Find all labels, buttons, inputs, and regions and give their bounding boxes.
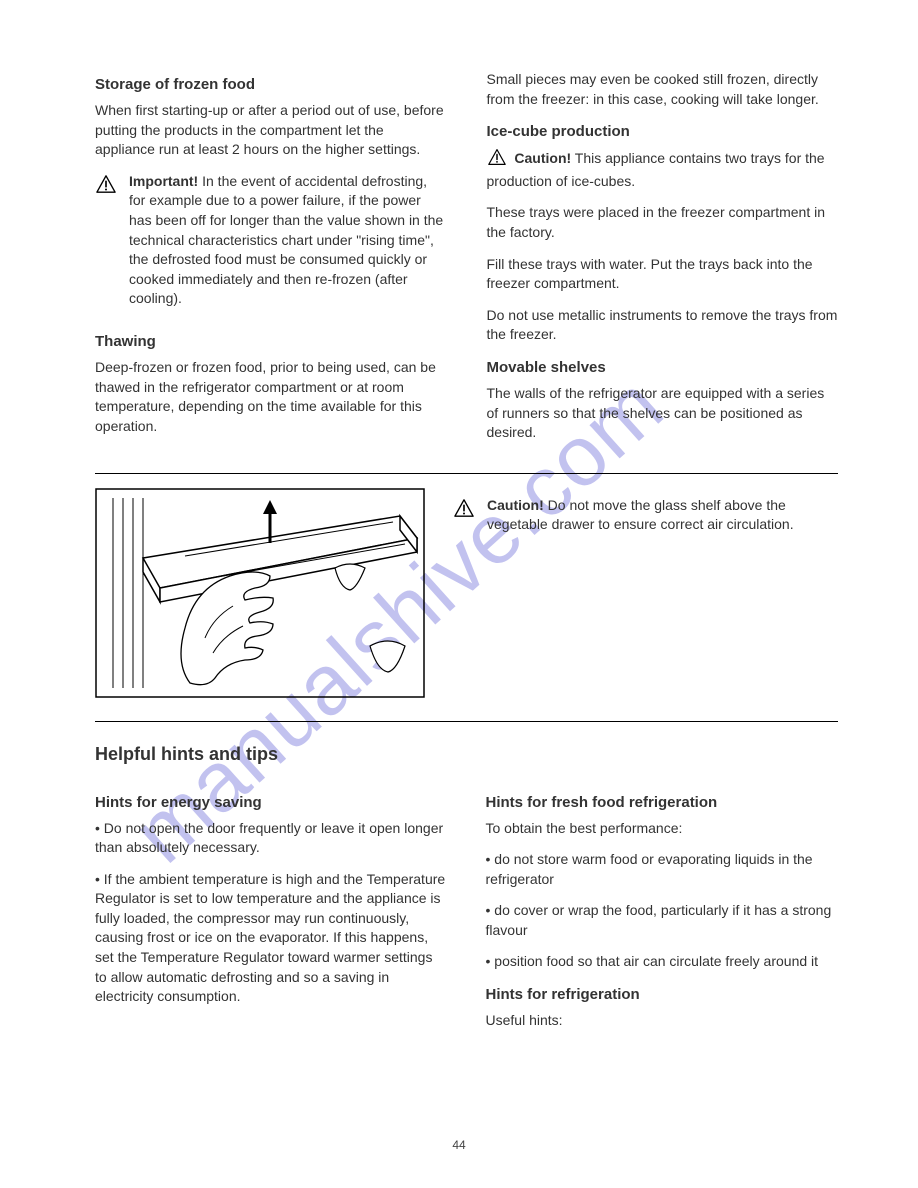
warning-icon	[95, 174, 117, 321]
text-refrig: Useful hints:	[486, 1011, 839, 1031]
heading-thawing: Thawing	[95, 331, 447, 352]
shelf-illustration	[95, 488, 425, 704]
bullet-energy-1: • Do not open the door frequently or lea…	[95, 819, 448, 858]
heading-ice: Ice-cube production	[487, 121, 839, 142]
shelf-caution-text: Caution! Do not move the glass shelf abo…	[487, 496, 838, 535]
text-ice2: Fill these trays with water. Put the tra…	[487, 255, 839, 294]
heading-shelves: Movable shelves	[487, 357, 839, 378]
text-ice1: These trays were placed in the freezer c…	[487, 203, 839, 242]
divider	[95, 473, 838, 474]
warning-icon	[453, 498, 475, 524]
bullet-fresh-1: • do not store warm food or evaporating …	[486, 850, 839, 889]
text-ice3: Do not use metallic instruments to remov…	[487, 306, 839, 345]
heading-hints: Helpful hints and tips	[95, 742, 838, 767]
caution-ice: Caution! This appliance contains two tra…	[487, 148, 839, 191]
bullet-energy-2: • If the ambient temperature is high and…	[95, 870, 448, 1007]
heading-storage: Storage of frozen food	[95, 74, 447, 95]
text-storage: When first starting-up or after a period…	[95, 101, 447, 160]
text-thaw2: Small pieces may even be cooked still fr…	[487, 70, 839, 109]
text-shelves: The walls of the refrigerator are equipp…	[487, 384, 839, 443]
heading-fresh: Hints for fresh food refrigeration	[486, 792, 839, 813]
bullet-fresh-2: • do cover or wrap the food, particularl…	[486, 901, 839, 940]
heading-refrig: Hints for refrigeration	[486, 984, 839, 1005]
warning-icon	[487, 148, 507, 172]
text-fresh-intro: To obtain the best performance:	[486, 819, 839, 839]
divider	[95, 721, 838, 722]
page-number: 44	[452, 1137, 465, 1154]
heading-energy: Hints for energy saving	[95, 792, 448, 813]
important-text: Important! In the event of accidental de…	[129, 172, 447, 309]
text-thawing: Deep-frozen or frozen food, prior to bei…	[95, 358, 447, 436]
bullet-fresh-3: • position food so that air can circulat…	[486, 952, 839, 972]
